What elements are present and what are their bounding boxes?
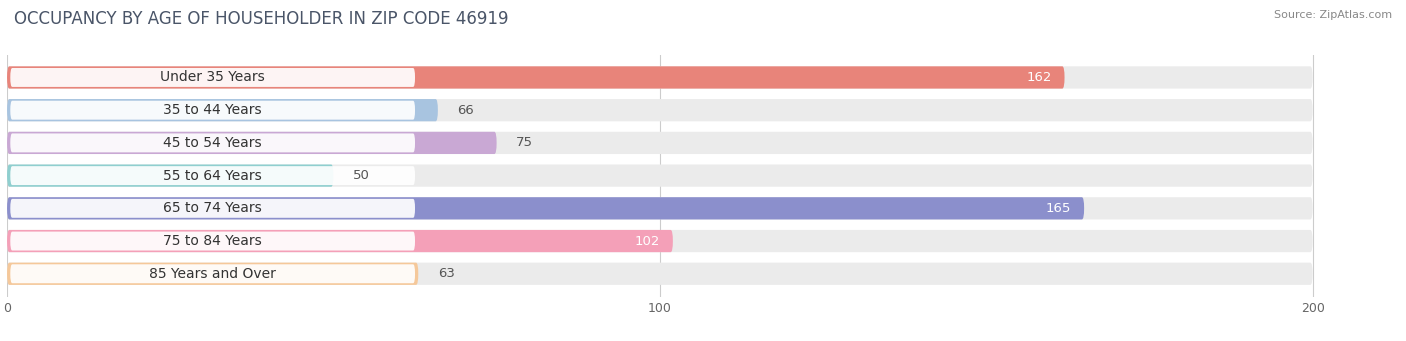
Text: 85 Years and Over: 85 Years and Over <box>149 267 276 281</box>
Text: 66: 66 <box>457 104 474 117</box>
FancyBboxPatch shape <box>7 263 1313 285</box>
FancyBboxPatch shape <box>10 133 415 152</box>
FancyBboxPatch shape <box>7 197 1313 220</box>
FancyBboxPatch shape <box>7 164 1313 187</box>
Text: Under 35 Years: Under 35 Years <box>160 71 266 85</box>
FancyBboxPatch shape <box>7 132 1313 154</box>
FancyBboxPatch shape <box>7 164 333 187</box>
FancyBboxPatch shape <box>7 197 1084 220</box>
FancyBboxPatch shape <box>10 232 415 251</box>
FancyBboxPatch shape <box>10 264 415 283</box>
Text: 102: 102 <box>634 235 659 248</box>
Text: 63: 63 <box>437 267 454 280</box>
Text: 45 to 54 Years: 45 to 54 Years <box>163 136 262 150</box>
FancyBboxPatch shape <box>7 263 419 285</box>
FancyBboxPatch shape <box>7 66 1313 89</box>
Text: 165: 165 <box>1046 202 1071 215</box>
FancyBboxPatch shape <box>7 99 1313 121</box>
FancyBboxPatch shape <box>10 68 415 87</box>
Text: 55 to 64 Years: 55 to 64 Years <box>163 168 262 183</box>
Text: 75 to 84 Years: 75 to 84 Years <box>163 234 262 248</box>
FancyBboxPatch shape <box>7 230 1313 252</box>
Text: Source: ZipAtlas.com: Source: ZipAtlas.com <box>1274 10 1392 20</box>
FancyBboxPatch shape <box>7 66 1064 89</box>
Text: 75: 75 <box>516 136 533 149</box>
FancyBboxPatch shape <box>10 199 415 218</box>
FancyBboxPatch shape <box>10 101 415 120</box>
FancyBboxPatch shape <box>7 132 496 154</box>
FancyBboxPatch shape <box>7 230 673 252</box>
Text: 162: 162 <box>1026 71 1052 84</box>
FancyBboxPatch shape <box>7 99 437 121</box>
Text: OCCUPANCY BY AGE OF HOUSEHOLDER IN ZIP CODE 46919: OCCUPANCY BY AGE OF HOUSEHOLDER IN ZIP C… <box>14 10 509 28</box>
Text: 35 to 44 Years: 35 to 44 Years <box>163 103 262 117</box>
Text: 50: 50 <box>353 169 370 182</box>
Text: 65 to 74 Years: 65 to 74 Years <box>163 201 262 215</box>
FancyBboxPatch shape <box>10 166 415 185</box>
